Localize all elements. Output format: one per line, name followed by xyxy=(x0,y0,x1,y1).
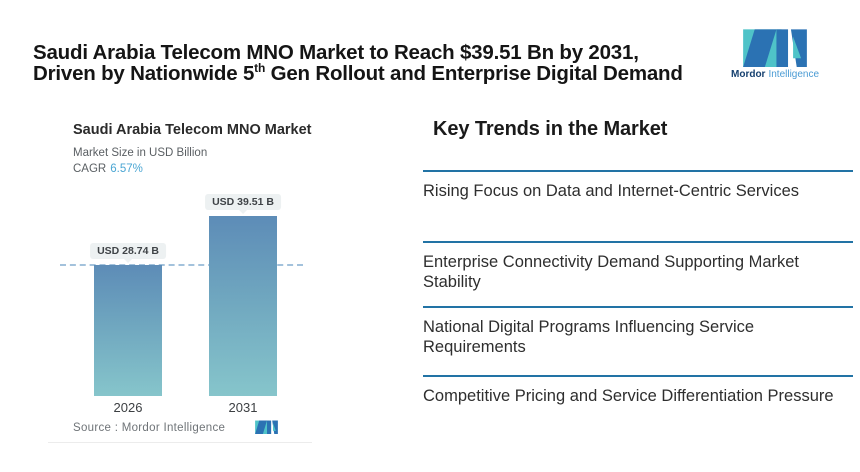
bar-2026: USD 28.74 B xyxy=(90,243,166,396)
baseline-dashed-line xyxy=(60,264,303,266)
trend-item-text: Competitive Pricing and Service Differen… xyxy=(423,387,834,405)
trend-item: Rising Focus on Data and Internet-Centri… xyxy=(423,170,853,201)
chart-card: Saudi Arabia Telecom MNO Market Market S… xyxy=(48,110,312,443)
bar-2026-value-label: USD 28.74 B xyxy=(90,243,166,263)
mordor-intelligence-mini-mark-icon xyxy=(255,420,278,434)
x-axis-label-2031: 2031 xyxy=(228,400,258,415)
trend-item: National Digital Programs Influencing Se… xyxy=(423,306,853,357)
trend-item-text: National Digital Programs Influencing Se… xyxy=(423,318,755,356)
bar-2031: USD 39.51 B xyxy=(205,194,281,396)
x-axis-label-2026: 2026 xyxy=(113,400,143,415)
brand-logo: Mordor Intelligence xyxy=(731,25,819,80)
source-label: Source : Mordor Intelligence xyxy=(73,422,226,434)
trend-item: Enterprise Connectivity Demand Supportin… xyxy=(423,241,853,292)
bar-2031-value-label: USD 39.51 B xyxy=(205,194,281,214)
trend-item-text: Rising Focus on Data and Internet-Centri… xyxy=(423,182,800,200)
brand-name-bold: Mordor xyxy=(731,69,766,80)
cagr-value: 6.57% xyxy=(110,163,143,175)
page-title: Saudi Arabia Telecom MNO Market to Reach… xyxy=(33,42,733,84)
key-trends-panel: Key Trends in the Market Rising Focus on… xyxy=(423,118,853,405)
chart-title: Saudi Arabia Telecom MNO Market xyxy=(73,122,312,138)
title-line-2: Driven by Nationwide 5th Gen Rollout and… xyxy=(33,60,683,85)
brand-wordmark: Mordor Intelligence xyxy=(731,69,819,80)
chart-cagr: CAGR 6.57% xyxy=(73,163,143,175)
cagr-label: CAGR xyxy=(73,163,107,175)
trend-item: Competitive Pricing and Service Differen… xyxy=(423,375,853,406)
chart-subtitle: Market Size in USD Billion xyxy=(73,147,208,159)
title-line-1: Saudi Arabia Telecom MNO Market to Reach… xyxy=(33,40,639,64)
trend-item-text: Enterprise Connectivity Demand Supportin… xyxy=(423,253,800,291)
mordor-intelligence-mark-icon xyxy=(743,29,807,67)
brand-name-light: Intelligence xyxy=(768,69,820,80)
title-superscript: th xyxy=(254,60,266,75)
key-trends-heading: Key Trends in the Market xyxy=(433,118,668,140)
